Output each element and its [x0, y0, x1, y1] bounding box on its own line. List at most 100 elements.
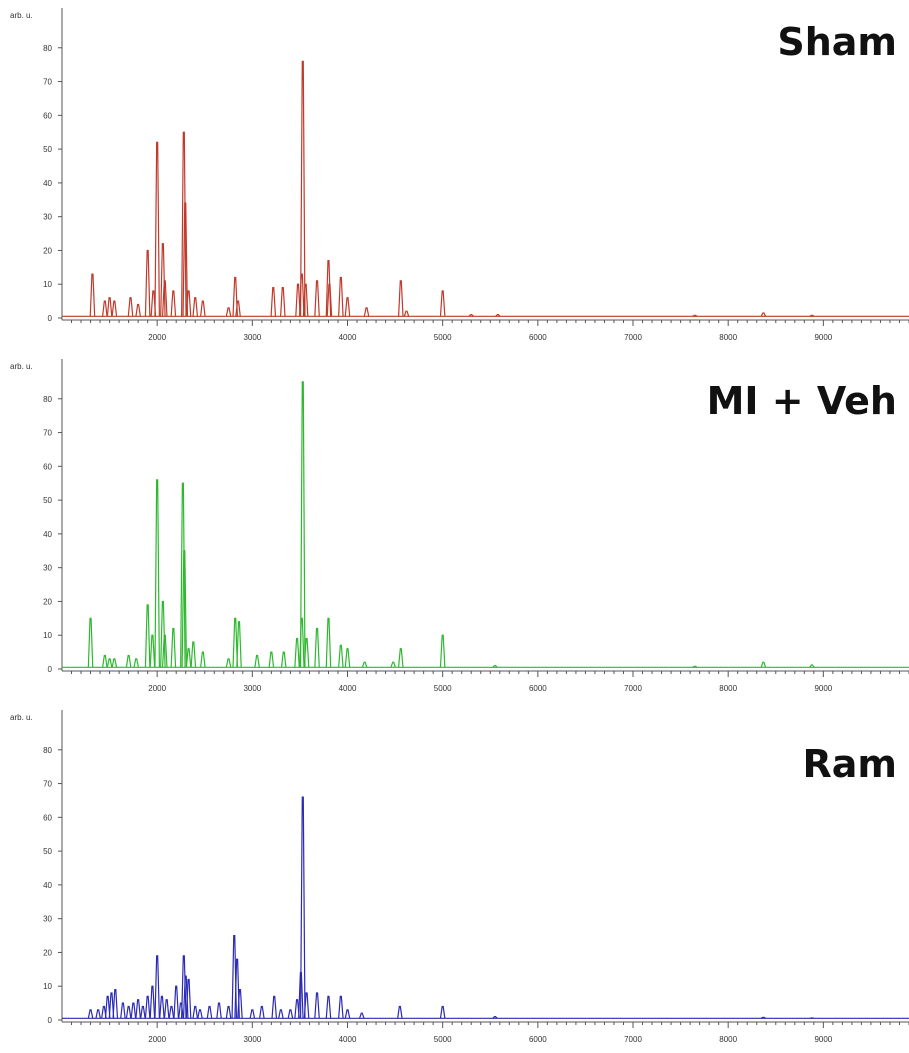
spectrum-peak: [200, 300, 206, 317]
spectrum-peak: [338, 995, 344, 1019]
spectrum-peak: [338, 276, 344, 317]
x-tick-label: 8000: [719, 684, 737, 693]
y-axis-label: arb. u.: [10, 11, 33, 20]
spectrum-peak: [302, 283, 309, 317]
spectrum-peak: [397, 1005, 403, 1019]
spectrum-peak: [268, 651, 275, 668]
spectrum-peak: [161, 634, 168, 668]
x-tick-label: 9000: [814, 1035, 832, 1044]
x-tick-label: 2000: [148, 684, 166, 693]
spectrum-peak: [125, 654, 132, 668]
spectrum-peak: [398, 648, 404, 668]
spectrum-peak: [259, 1005, 265, 1019]
spectrum-panel-mi-veh: arb. u. 0 10 20 30 40 50 60 70 80 2000 3000 4000 5000…: [0, 351, 909, 702]
y-tick-label: 10: [43, 631, 52, 640]
spectrum-peak: [185, 290, 192, 317]
x-tick-label: 9000: [814, 333, 832, 342]
spectrum-peak: [160, 600, 166, 668]
spectrum-peak: [232, 617, 239, 668]
spectrum-peak: [299, 381, 306, 668]
y-tick-label: 60: [43, 462, 52, 471]
x-tick-label: 4000: [339, 333, 357, 342]
spectrum-peak: [161, 280, 168, 317]
spectrum-peak: [130, 1002, 137, 1019]
x-tick-label: 7000: [624, 333, 642, 342]
spectrum-peak: [254, 654, 260, 668]
spectrum-peak: [154, 141, 160, 317]
x-tick-label: 8000: [719, 333, 737, 342]
x-tick-label: 2000: [148, 1035, 166, 1044]
y-tick-label: 30: [43, 213, 52, 222]
spectrum-peak: [234, 958, 240, 1019]
spectrum-peak: [173, 985, 180, 1019]
spectrum-panel-sham: arb. u. 0 10 20 30 40 50 60 70 80 2000 3000 4000 5000…: [0, 0, 909, 351]
spectrum-peak: [390, 661, 396, 668]
spectrum-peak: [106, 658, 113, 668]
y-tick-label: 40: [43, 881, 52, 890]
spectrum-peak: [359, 1012, 365, 1019]
x-tick-label: 3000: [243, 1035, 261, 1044]
spectrum-peak: [144, 249, 151, 317]
spectrum-peak: [439, 1005, 446, 1019]
y-tick-label: 80: [43, 395, 52, 404]
spectrum-peak: [133, 658, 140, 668]
spectrum-peak: [361, 661, 368, 668]
spectrum-peak: [160, 243, 166, 317]
y-tick-label: 20: [43, 948, 52, 957]
x-tick-label: 6000: [529, 684, 547, 693]
y-tick-label: 20: [43, 597, 52, 606]
spectrum-chart-sham: arb. u. 0 10 20 30 40 50 60 70 80 2000 3000 4000 5000…: [10, 8, 909, 342]
spectrum-peak: [108, 992, 115, 1019]
spectrum-peak: [270, 287, 277, 317]
spectrum-peak: [295, 283, 301, 317]
spectrum-peak: [149, 634, 156, 668]
spectrum-peak: [303, 992, 310, 1019]
spectrum-peak: [692, 665, 698, 668]
spectrum-peak: [236, 621, 242, 668]
spectrum-peak: [344, 1009, 351, 1019]
x-tick-label: 8000: [719, 1035, 737, 1044]
spectrum-peak: [111, 658, 118, 668]
spectrum-peak: [154, 955, 160, 1019]
spectrum-peak: [398, 280, 404, 317]
spectrum-peak: [326, 283, 333, 317]
spectrum-peak: [225, 658, 232, 668]
spectrum-peak: [294, 638, 300, 668]
y-tick-label: 30: [43, 564, 52, 573]
spectrum-peak: [760, 1016, 766, 1019]
spectrum-peak: [111, 300, 118, 317]
spectrum-peak: [163, 999, 170, 1019]
spectrum-panel-ram: arb. u. 0 10 20 30 40 50 60 70 80 2000 3000 4000 5000…: [0, 702, 909, 1053]
x-tick-label: 5000: [434, 333, 452, 342]
x-tick-label: 6000: [529, 1035, 547, 1044]
y-tick-label: 80: [43, 746, 52, 755]
spectrum-peak: [314, 992, 320, 1019]
spectrum-peak: [495, 314, 501, 317]
y-tick-label: 70: [43, 429, 52, 438]
spectrum-peak: [87, 617, 94, 668]
spectrum-peak: [287, 1009, 294, 1019]
y-tick-label: 80: [43, 44, 52, 53]
spectrum-peak: [112, 989, 119, 1019]
spectrum-peak: [185, 648, 192, 668]
y-tick-label: 10: [43, 982, 52, 991]
y-tick-label: 60: [43, 111, 52, 120]
panel-title-ram: Ram: [802, 742, 898, 786]
spectrum-peak: [120, 1002, 126, 1019]
panel-title-mi-veh: MI + Veh: [706, 379, 897, 423]
spectrum-peak: [439, 634, 446, 668]
x-tick-label: 7000: [624, 684, 642, 693]
spectrum-peak: [299, 60, 306, 317]
spectrum-peak: [181, 550, 188, 668]
spectrum-peak: [181, 131, 187, 317]
spectrum-peak: [325, 995, 332, 1019]
spectrum-peak: [294, 999, 300, 1019]
spectrum-peak: [192, 297, 199, 317]
spectrum-peak: [101, 1005, 107, 1019]
spectrum-peak: [303, 638, 310, 668]
spectrum-peak: [89, 273, 96, 317]
y-axis-label: arb. u.: [10, 713, 33, 722]
spectrum-peak: [760, 312, 767, 317]
y-tick-label: 40: [43, 530, 52, 539]
y-tick-label: 20: [43, 246, 52, 255]
